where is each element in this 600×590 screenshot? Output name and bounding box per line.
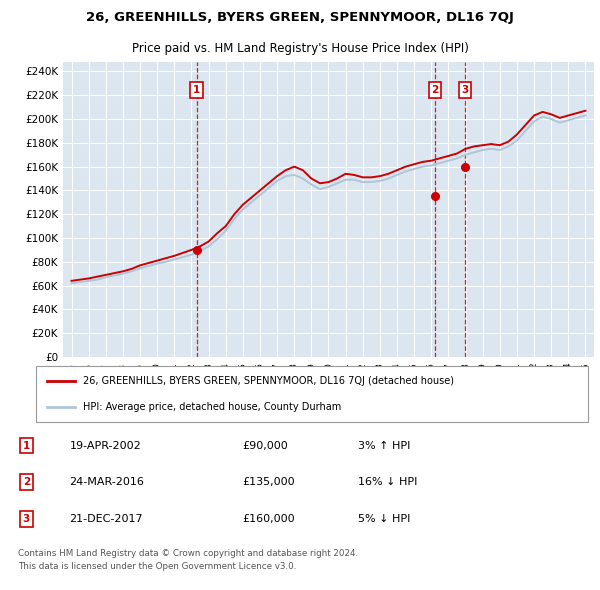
Text: HPI: Average price, detached house, County Durham: HPI: Average price, detached house, Coun… — [83, 402, 341, 412]
Text: £135,000: £135,000 — [242, 477, 295, 487]
Text: 3: 3 — [23, 514, 30, 524]
Text: 21-DEC-2017: 21-DEC-2017 — [70, 514, 143, 524]
Text: 24-MAR-2016: 24-MAR-2016 — [70, 477, 145, 487]
Text: 1: 1 — [193, 85, 200, 95]
Text: Price paid vs. HM Land Registry's House Price Index (HPI): Price paid vs. HM Land Registry's House … — [131, 42, 469, 55]
Text: £160,000: £160,000 — [242, 514, 295, 524]
Text: Contains HM Land Registry data © Crown copyright and database right 2024.
This d: Contains HM Land Registry data © Crown c… — [18, 549, 358, 571]
Text: 1: 1 — [23, 441, 30, 451]
Text: 16% ↓ HPI: 16% ↓ HPI — [358, 477, 417, 487]
Text: 26, GREENHILLS, BYERS GREEN, SPENNYMOOR, DL16 7QJ (detached house): 26, GREENHILLS, BYERS GREEN, SPENNYMOOR,… — [83, 376, 454, 386]
Text: 2: 2 — [431, 85, 439, 95]
Text: £90,000: £90,000 — [242, 441, 288, 451]
Text: 5% ↓ HPI: 5% ↓ HPI — [358, 514, 410, 524]
FancyBboxPatch shape — [36, 366, 588, 422]
Text: 26, GREENHILLS, BYERS GREEN, SPENNYMOOR, DL16 7QJ: 26, GREENHILLS, BYERS GREEN, SPENNYMOOR,… — [86, 11, 514, 24]
Text: 3: 3 — [461, 85, 469, 95]
Text: 2: 2 — [23, 477, 30, 487]
Text: 19-APR-2002: 19-APR-2002 — [70, 441, 142, 451]
Text: 3% ↑ HPI: 3% ↑ HPI — [358, 441, 410, 451]
